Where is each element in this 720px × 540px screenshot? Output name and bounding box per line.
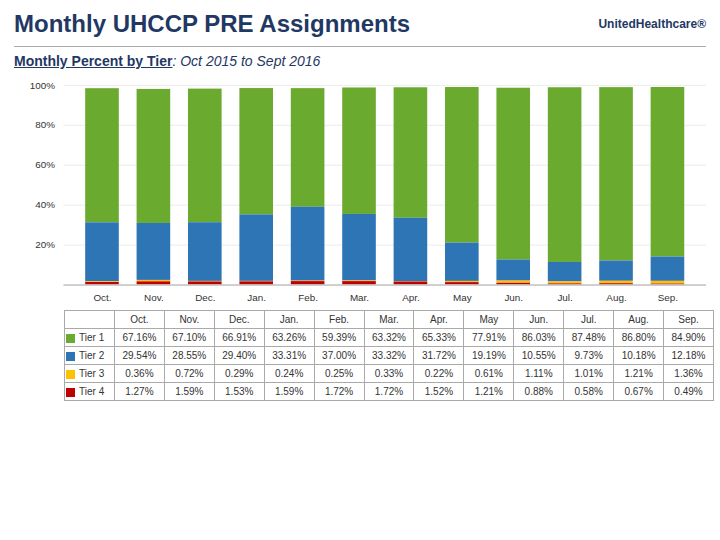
html-text:67.16%: 67.16% bbox=[122, 332, 157, 344]
html-text:0.33%: 0.33% bbox=[374, 368, 404, 380]
svg-text:20%: 20% bbox=[35, 239, 55, 250]
html-text:0.72%: 0.72% bbox=[175, 368, 204, 380]
html-text:59.39%: 59.39% bbox=[322, 332, 356, 344]
html-text:28.55%: 28.55% bbox=[172, 350, 207, 362]
html-text:1.21%: 1.21% bbox=[624, 368, 653, 380]
svg-text:Oct.: Oct. bbox=[93, 292, 111, 303]
html-text:1.72%: 1.72% bbox=[324, 386, 354, 398]
html-text:33.32%: 33.32% bbox=[372, 350, 406, 362]
html-text:Monthly Percent by Tier: Oct 2: Monthly Percent by Tier: Oct 2015 to Sep… bbox=[14, 53, 321, 69]
html-text:May: May bbox=[479, 314, 499, 326]
html-text:87.48%: 87.48% bbox=[571, 332, 606, 344]
html-text:84.90%: 84.90% bbox=[671, 332, 706, 344]
html-text:12.18%: 12.18% bbox=[671, 350, 706, 362]
html-text:Monthly UHCCP PRE Assignments: Monthly UHCCP PRE Assignments bbox=[14, 10, 410, 37]
svg-text:May: May bbox=[453, 292, 472, 303]
svg-text:100%: 100% bbox=[30, 80, 55, 91]
html-text:Apr.: Apr. bbox=[430, 314, 448, 326]
html-text:67.10%: 67.10% bbox=[172, 332, 207, 344]
html-text:1.72%: 1.72% bbox=[374, 386, 404, 398]
html-text:86.03%: 86.03% bbox=[521, 332, 556, 344]
html-text:0.67%: 0.67% bbox=[624, 386, 653, 398]
html-text:63.32%: 63.32% bbox=[372, 332, 406, 344]
html-text:29.54%: 29.54% bbox=[122, 350, 157, 362]
svg-text:60%: 60% bbox=[35, 159, 55, 170]
svg-text:Jan.: Jan. bbox=[247, 292, 266, 303]
html-text:1.27%: 1.27% bbox=[125, 386, 154, 398]
html-text:0.29%: 0.29% bbox=[225, 368, 254, 380]
html-text:1.52%: 1.52% bbox=[424, 386, 454, 398]
html-text:Aug.: Aug. bbox=[628, 314, 649, 326]
html-text:0.25%: 0.25% bbox=[324, 368, 354, 380]
svg-text:Nov.: Nov. bbox=[144, 292, 164, 303]
svg-text:80%: 80% bbox=[35, 119, 55, 130]
html-text:33.31%: 33.31% bbox=[272, 350, 307, 362]
html-text:63.26%: 63.26% bbox=[272, 332, 307, 344]
html-text:Mar.: Mar. bbox=[379, 314, 399, 326]
svg-text:Jun.: Jun. bbox=[504, 292, 523, 303]
html-text:Feb.: Feb. bbox=[329, 314, 350, 326]
html-text:0.24%: 0.24% bbox=[275, 368, 304, 380]
html-text:Tier 1: Tier 1 bbox=[79, 332, 105, 344]
html-text:Tier 4: Tier 4 bbox=[79, 386, 105, 398]
svg-text:Mar.: Mar. bbox=[350, 292, 369, 303]
html-text:1.01%: 1.01% bbox=[574, 368, 603, 380]
html-text:Jun.: Jun. bbox=[529, 314, 549, 326]
svg-text:40%: 40% bbox=[35, 199, 55, 210]
html-text:Jul.: Jul. bbox=[580, 314, 597, 326]
svg-text:Dec.: Dec. bbox=[195, 292, 215, 303]
svg-text:Sep.: Sep. bbox=[658, 292, 678, 303]
html-text:0.61%: 0.61% bbox=[474, 368, 503, 380]
html-text:1.59%: 1.59% bbox=[175, 386, 204, 398]
html-text:29.40%: 29.40% bbox=[222, 350, 257, 362]
html-text:86.80%: 86.80% bbox=[621, 332, 656, 344]
html-text:Tier 3: Tier 3 bbox=[79, 368, 105, 380]
html-text:UnitedHealthcare®: UnitedHealthcare® bbox=[598, 17, 706, 31]
svg-text:Aug.: Aug. bbox=[606, 292, 626, 303]
html-text:1.36%: 1.36% bbox=[674, 368, 703, 380]
html-text:77.91%: 77.91% bbox=[471, 332, 506, 344]
html-text:Dec.: Dec. bbox=[228, 314, 250, 326]
html-text:Jan.: Jan. bbox=[279, 314, 299, 326]
html-text:9.73%: 9.73% bbox=[574, 350, 603, 362]
html-text:1.21%: 1.21% bbox=[474, 386, 503, 398]
html-text:31.72%: 31.72% bbox=[422, 350, 456, 362]
html-text:10.18%: 10.18% bbox=[621, 350, 656, 362]
svg-text:Jul.: Jul. bbox=[557, 292, 572, 303]
html-text:Nov.: Nov. bbox=[179, 314, 200, 326]
html-text:19.19%: 19.19% bbox=[471, 350, 506, 362]
html-text:10.55%: 10.55% bbox=[521, 350, 556, 362]
html-text:0.88%: 0.88% bbox=[524, 386, 553, 398]
html-text:0.36%: 0.36% bbox=[125, 368, 154, 380]
html-text:Oct.: Oct. bbox=[130, 314, 149, 326]
html-text:37.00%: 37.00% bbox=[322, 350, 356, 362]
html-text:0.22%: 0.22% bbox=[424, 368, 454, 380]
html-text:0.58%: 0.58% bbox=[574, 386, 603, 398]
html-text:1.53%: 1.53% bbox=[225, 386, 254, 398]
html-text:1.59%: 1.59% bbox=[275, 386, 304, 398]
html-text:66.91%: 66.91% bbox=[222, 332, 257, 344]
html-text:1.11%: 1.11% bbox=[524, 368, 553, 380]
html-text:0.49%: 0.49% bbox=[674, 386, 703, 398]
html-text:Tier 2: Tier 2 bbox=[79, 350, 105, 362]
html-text:Sep.: Sep. bbox=[678, 314, 699, 326]
svg-text:Feb.: Feb. bbox=[298, 292, 318, 303]
html-text:65.33%: 65.33% bbox=[422, 332, 456, 344]
svg-text:Apr.: Apr. bbox=[402, 292, 420, 303]
